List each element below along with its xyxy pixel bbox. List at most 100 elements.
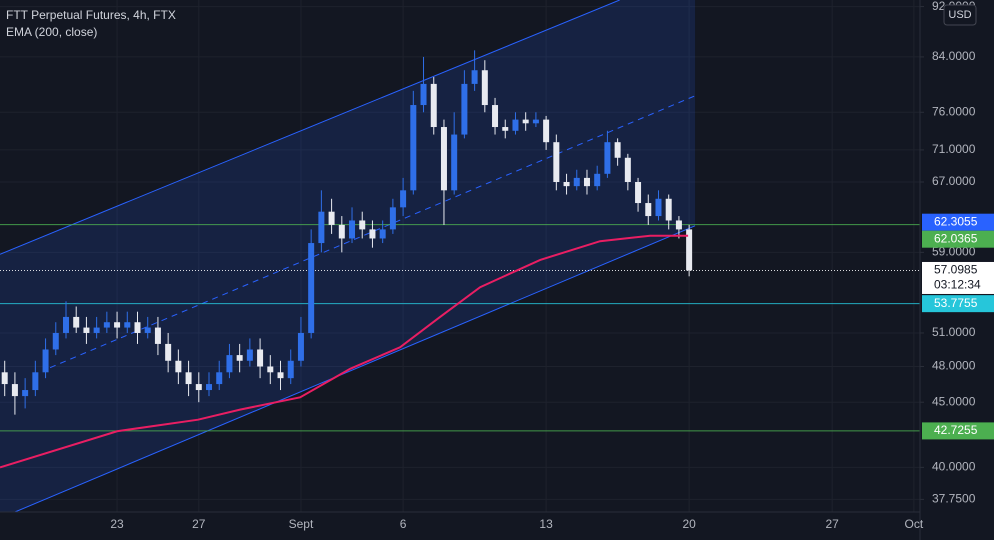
price-label: 62.0365 <box>934 231 978 245</box>
y-tick-label: 71.0000 <box>932 142 976 156</box>
candle-body <box>594 173 601 187</box>
candle-body <box>144 327 151 333</box>
candle-body <box>257 349 264 367</box>
indicator-label: EMA (200, close) <box>6 25 97 39</box>
candle-body <box>246 349 253 361</box>
candle-body <box>645 203 652 217</box>
candle-body <box>624 157 631 183</box>
candle-body <box>216 372 223 385</box>
x-tick-label: Sept <box>289 517 314 531</box>
candle-body <box>226 355 233 373</box>
candle-body <box>277 372 284 379</box>
currency-badge[interactable] <box>943 4 977 26</box>
plot-area <box>0 0 920 512</box>
candle-body <box>635 182 642 204</box>
price-label: 57.0985 <box>934 263 978 277</box>
candle-body <box>502 127 509 131</box>
axes: 92.000084.000076.000071.000067.000059.00… <box>110 0 994 531</box>
candle-body <box>349 220 356 239</box>
candle-body <box>359 220 366 230</box>
price-label-box <box>922 261 994 294</box>
candle-body <box>32 372 39 391</box>
candle-body <box>440 127 447 191</box>
candle-body <box>481 70 488 106</box>
candle-body <box>522 119 529 124</box>
candle-body <box>563 182 570 187</box>
candle-body <box>154 327 161 344</box>
candle-body <box>22 390 29 397</box>
countdown: 03:12:34 <box>934 278 981 292</box>
candle-body <box>114 322 121 328</box>
candle-body <box>62 316 69 333</box>
candle-body <box>686 229 693 271</box>
x-tick-label: 27 <box>825 517 839 531</box>
price-label: 62.3055 <box>934 214 978 228</box>
x-tick-label: Oct <box>905 517 924 531</box>
candle-body <box>308 243 315 333</box>
candle-body <box>52 332 59 350</box>
grid <box>0 0 920 512</box>
y-tick-label: 59.0000 <box>932 245 976 259</box>
price-label-box <box>922 213 994 231</box>
candle-body <box>583 177 590 187</box>
candle-body <box>297 332 304 361</box>
chart-title: FTT Perpetual Futures, 4h, FTX <box>6 8 176 22</box>
channel-middle <box>49 95 696 369</box>
candle-body <box>532 119 539 124</box>
price-label-box <box>922 295 994 313</box>
channel-upper <box>0 0 620 255</box>
candle-body <box>134 322 141 333</box>
candle-body <box>604 142 611 174</box>
price-label: 53.7755 <box>934 296 978 310</box>
candle-body <box>430 83 437 128</box>
currency: USD <box>948 9 971 21</box>
candle-body <box>512 119 519 131</box>
x-tick-label: 20 <box>682 517 696 531</box>
candle-body <box>206 384 213 391</box>
candle-body <box>553 142 560 183</box>
x-tick-label: 23 <box>110 517 124 531</box>
candle-body <box>492 105 499 128</box>
candle-body <box>614 142 621 158</box>
candle-body <box>83 327 90 333</box>
candle-body <box>400 190 407 208</box>
y-tick-label: 48.0000 <box>932 359 976 373</box>
x-tick-label: 27 <box>192 517 206 531</box>
candle-body <box>379 229 386 239</box>
candle-body <box>124 322 131 328</box>
candle-body <box>420 83 427 106</box>
y-tick-label: 67.0000 <box>932 174 976 188</box>
y-tick-label: 84.0000 <box>932 49 976 63</box>
candle-body <box>328 211 335 225</box>
channel-lower <box>14 225 696 512</box>
candle-body <box>73 316 80 328</box>
candle-body <box>665 198 672 221</box>
candle-body <box>1 372 8 385</box>
candle-body <box>369 229 376 239</box>
candle-body <box>410 105 417 191</box>
candle-body <box>287 360 294 379</box>
candle-body <box>165 343 172 361</box>
candle-body <box>675 220 682 230</box>
y-tick-label: 37.7500 <box>932 492 976 506</box>
x-tick-label: 6 <box>400 517 407 531</box>
candle-body <box>103 322 110 328</box>
candle-body <box>175 360 182 373</box>
y-tick-label: 76.0000 <box>932 104 976 118</box>
candle-body <box>471 70 478 84</box>
candle-body <box>267 366 274 373</box>
candle-body <box>93 327 100 333</box>
candle-body <box>573 177 580 187</box>
candle-body <box>451 134 458 191</box>
y-tick-label: 40.0000 <box>932 460 976 474</box>
candle-body <box>42 349 49 373</box>
candle-body <box>185 372 192 385</box>
ema-line <box>0 234 689 469</box>
candle-body <box>338 224 345 239</box>
candle-body <box>318 211 325 244</box>
candle-body <box>543 119 550 143</box>
candle-body <box>195 384 202 391</box>
y-tick-label: 45.0000 <box>932 394 976 408</box>
